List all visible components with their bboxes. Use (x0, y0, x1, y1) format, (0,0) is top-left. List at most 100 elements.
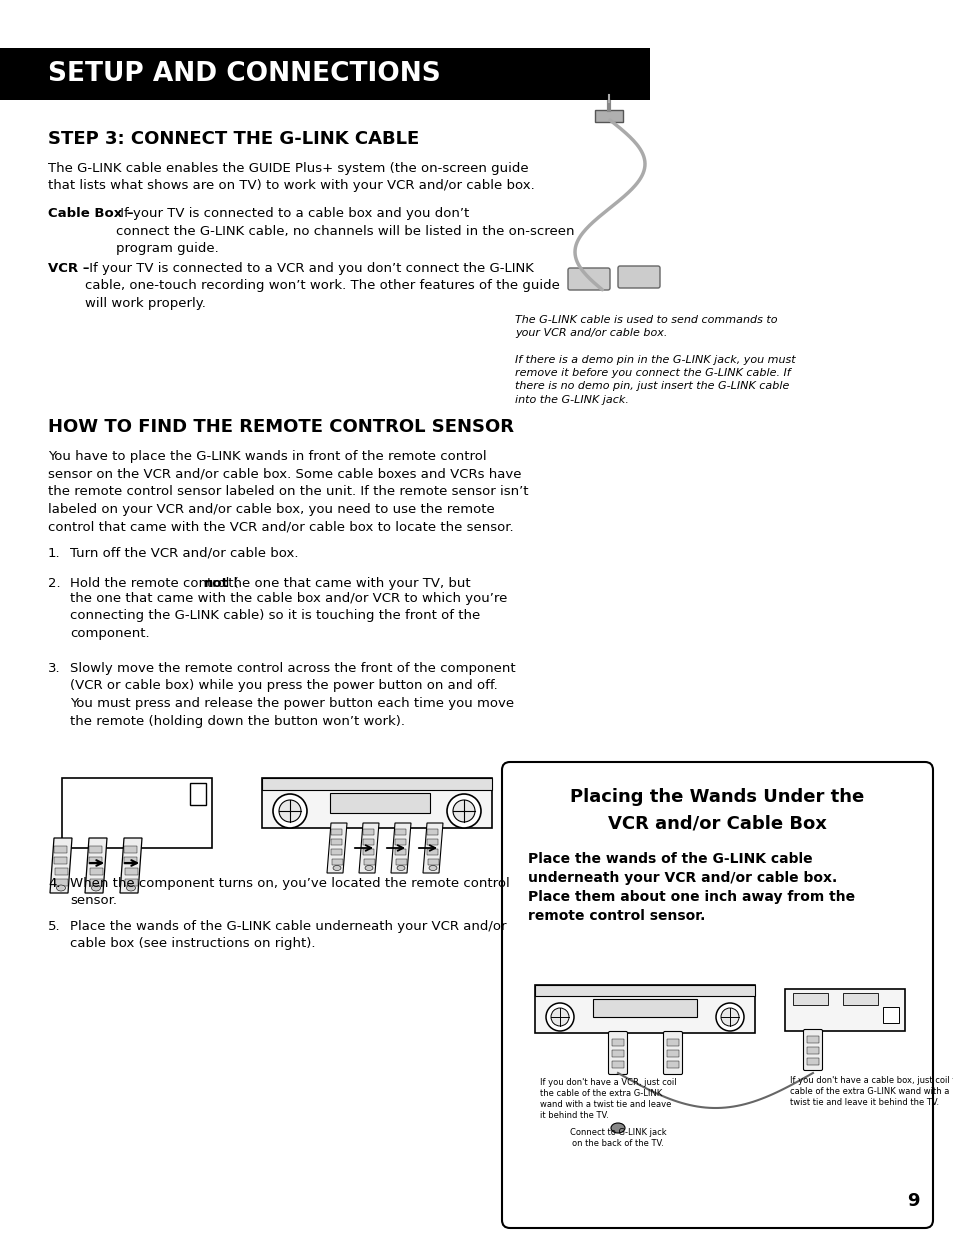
FancyBboxPatch shape (618, 266, 659, 288)
Bar (124, 857, 137, 864)
Bar (54, 868, 68, 876)
Ellipse shape (56, 885, 66, 890)
Text: 1.: 1. (48, 547, 61, 559)
Bar (612, 1050, 623, 1057)
Text: VCR and/or Cable Box: VCR and/or Cable Box (607, 814, 826, 832)
Text: not: not (204, 577, 229, 590)
Ellipse shape (447, 794, 480, 827)
Ellipse shape (365, 866, 373, 871)
Bar (332, 860, 342, 864)
Text: If your TV is connected to a VCR and you don’t connect the G-LINK
cable, one-tou: If your TV is connected to a VCR and you… (85, 262, 559, 310)
Bar (125, 868, 137, 876)
Bar (882, 1007, 898, 1023)
Polygon shape (50, 839, 71, 893)
Text: the one that came with the cable box and/or VCR to which you’re
connecting the G: the one that came with the cable box and… (70, 592, 507, 640)
Bar (89, 846, 102, 853)
Ellipse shape (716, 1003, 743, 1031)
Bar (90, 857, 102, 864)
Bar (395, 860, 406, 864)
Bar (792, 993, 827, 1005)
Text: If your TV is connected to a cable box and you don’t
connect the G-LINK cable, n: If your TV is connected to a cable box a… (116, 207, 574, 254)
Bar (124, 846, 137, 853)
Bar (395, 829, 406, 835)
Ellipse shape (333, 866, 340, 871)
Bar (331, 848, 342, 855)
Bar (666, 1061, 679, 1068)
Bar (262, 778, 492, 827)
Ellipse shape (720, 1008, 739, 1026)
Bar (331, 839, 342, 845)
Text: Cable Box –: Cable Box – (48, 207, 133, 220)
Bar (363, 839, 374, 845)
FancyBboxPatch shape (662, 1031, 681, 1074)
FancyBboxPatch shape (802, 1030, 821, 1071)
Bar (535, 986, 754, 995)
Bar (612, 1039, 623, 1046)
Bar (363, 848, 374, 855)
Text: 9: 9 (906, 1192, 919, 1210)
Bar (90, 879, 103, 885)
Text: If you don't have a cable box, just coil the
cable of the extra G-LINK wand with: If you don't have a cable box, just coil… (789, 1076, 953, 1108)
Text: 3.: 3. (48, 662, 61, 676)
Text: The G-LINK cable is used to send commands to
your VCR and/or cable box.: The G-LINK cable is used to send command… (515, 315, 777, 338)
Text: Place the wands of the G-LINK cable
underneath your VCR and/or cable box.
Place : Place the wands of the G-LINK cable unde… (527, 852, 854, 923)
Ellipse shape (396, 866, 405, 871)
Text: HOW TO FIND THE REMOTE CONTROL SENSOR: HOW TO FIND THE REMOTE CONTROL SENSOR (48, 417, 514, 436)
FancyBboxPatch shape (501, 762, 932, 1228)
Bar (190, 783, 206, 805)
Text: The G-LINK cable enables the GUIDE Plus+ system (the on-screen guide
that lists : The G-LINK cable enables the GUIDE Plus+… (48, 162, 535, 193)
Polygon shape (85, 839, 107, 893)
Polygon shape (391, 823, 411, 873)
Bar (363, 860, 375, 864)
Ellipse shape (545, 1003, 574, 1031)
Ellipse shape (278, 800, 301, 823)
Bar (427, 839, 437, 845)
Text: Place the wands of the G-LINK cable underneath your VCR and/or
cable box (see in: Place the wands of the G-LINK cable unde… (70, 920, 506, 951)
Bar (593, 999, 697, 1016)
Ellipse shape (273, 794, 307, 827)
Bar (363, 829, 374, 835)
Text: 2.: 2. (48, 577, 61, 590)
Ellipse shape (127, 885, 135, 890)
Bar (330, 793, 430, 813)
Bar (125, 879, 138, 885)
Bar (535, 986, 754, 1032)
Text: Turn off the VCR and/or cable box.: Turn off the VCR and/or cable box. (70, 547, 298, 559)
Bar (262, 778, 492, 790)
Bar (395, 848, 406, 855)
Polygon shape (327, 823, 347, 873)
Bar (842, 993, 877, 1005)
Ellipse shape (551, 1008, 568, 1026)
Text: When the component turns on, you’ve located the remote control
sensor.: When the component turns on, you’ve loca… (70, 877, 509, 908)
Text: You have to place the G-LINK wands in front of the remote control
sensor on the : You have to place the G-LINK wands in fr… (48, 450, 528, 534)
Bar (54, 846, 67, 853)
Ellipse shape (91, 885, 100, 890)
Text: the one that came with your TV, but: the one that came with your TV, but (224, 577, 470, 590)
Text: 4.: 4. (48, 877, 60, 890)
Bar (806, 1047, 818, 1053)
Text: 5.: 5. (48, 920, 61, 932)
Bar (54, 857, 68, 864)
Polygon shape (120, 839, 142, 893)
Polygon shape (422, 823, 442, 873)
Bar (784, 989, 904, 1031)
Bar (395, 839, 406, 845)
Bar (806, 1058, 818, 1065)
Bar (427, 848, 438, 855)
Bar (55, 879, 68, 885)
Text: If there is a demo pin in the G-LINK jack, you must
remove it before you connect: If there is a demo pin in the G-LINK jac… (515, 354, 795, 405)
Ellipse shape (453, 800, 475, 823)
Polygon shape (358, 823, 378, 873)
Bar (666, 1039, 679, 1046)
Bar (90, 868, 103, 876)
Bar (0, 48, 649, 100)
Text: Connect to G-LINK jack
on the back of the TV.: Connect to G-LINK jack on the back of th… (569, 1128, 665, 1149)
Ellipse shape (429, 866, 436, 871)
Ellipse shape (610, 1123, 624, 1132)
Bar (331, 829, 341, 835)
Bar (62, 778, 212, 848)
FancyBboxPatch shape (608, 1031, 627, 1074)
FancyBboxPatch shape (567, 268, 609, 290)
Text: STEP 3: CONNECT THE G-LINK CABLE: STEP 3: CONNECT THE G-LINK CABLE (48, 130, 418, 148)
Bar (806, 1036, 818, 1044)
